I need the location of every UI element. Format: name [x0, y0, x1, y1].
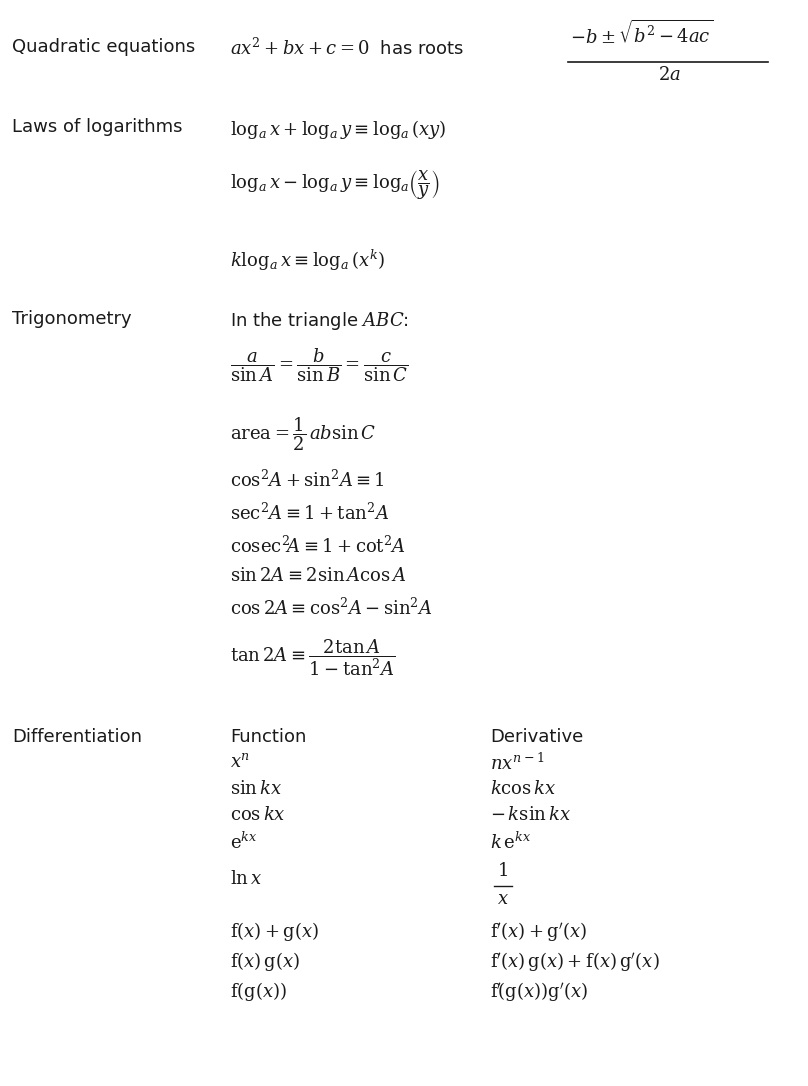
Text: $\mathrm{f}(x) + \mathrm{g}(x)$: $\mathrm{f}(x) + \mathrm{g}(x)$ [230, 920, 319, 943]
Text: $ax^2 + bx + c = 0\;$ has roots: $ax^2 + bx + c = 0\;$ has roots [230, 38, 464, 60]
Text: Derivative: Derivative [490, 728, 583, 746]
Text: $k\,\mathrm{e}^{kx}$: $k\,\mathrm{e}^{kx}$ [490, 832, 531, 854]
Text: Quadratic equations: Quadratic equations [12, 38, 196, 56]
Text: $\mathrm{f}(\mathrm{g}(x))$: $\mathrm{f}(\mathrm{g}(x))$ [230, 980, 287, 1003]
Text: $\log_a x - \log_a y \equiv \log_a \!\left(\dfrac{x}{y}\right)$: $\log_a x - \log_a y \equiv \log_a \!\le… [230, 168, 440, 202]
Text: $-\,k\sin kx$: $-\,k\sin kx$ [490, 806, 571, 824]
Text: In the triangle $\mathit{ABC}$:: In the triangle $\mathit{ABC}$: [230, 310, 409, 332]
Text: $\mathrm{f}(x)\,\mathrm{g}(x)$: $\mathrm{f}(x)\,\mathrm{g}(x)$ [230, 950, 300, 973]
Text: $\sec^2\!A \equiv 1 + \tan^2\!A$: $\sec^2\!A \equiv 1 + \tan^2\!A$ [230, 503, 389, 525]
Text: $\log_a x + \log_a y \equiv \log_a (xy)$: $\log_a x + \log_a y \equiv \log_a (xy)$ [230, 118, 447, 141]
Text: $1$: $1$ [497, 862, 508, 880]
Text: $\mathrm{area} = \dfrac{1}{2}\, ab \sin C$: $\mathrm{area} = \dfrac{1}{2}\, ab \sin … [230, 415, 377, 453]
Text: $\mathrm{f}'\!\left(\mathrm{g}(x)\right)\mathrm{g}'(x)$: $\mathrm{f}'\!\left(\mathrm{g}(x)\right)… [490, 980, 588, 1003]
Text: $\mathrm{cosec}^2\!A \equiv 1 + \cot^2\!A$: $\mathrm{cosec}^2\!A \equiv 1 + \cot^2\!… [230, 536, 406, 557]
Text: $2a$: $2a$ [658, 66, 681, 84]
Text: $\mathrm{f}'(x)\,\mathrm{g}(x) + \mathrm{f}(x)\,\mathrm{g}'(x)$: $\mathrm{f}'(x)\,\mathrm{g}(x) + \mathrm… [490, 950, 659, 973]
Text: $\sin 2A \equiv 2\sin A \cos A$: $\sin 2A \equiv 2\sin A \cos A$ [230, 567, 406, 585]
Text: $\cos kx$: $\cos kx$ [230, 806, 286, 824]
Text: $k\cos kx$: $k\cos kx$ [490, 780, 557, 798]
Text: Laws of logarithms: Laws of logarithms [12, 118, 183, 136]
Text: $x^n$: $x^n$ [230, 753, 250, 771]
Text: Function: Function [230, 728, 306, 746]
Text: $\sin kx$: $\sin kx$ [230, 780, 282, 798]
Text: $\mathrm{f}'(x) + \mathrm{g}'(x)$: $\mathrm{f}'(x) + \mathrm{g}'(x)$ [490, 920, 587, 943]
Text: $\ln x$: $\ln x$ [230, 870, 262, 888]
Text: $k\log_a x \equiv \log_a \left(x^k\right)$: $k\log_a x \equiv \log_a \left(x^k\right… [230, 248, 385, 274]
Text: $\cos^2\!A + \sin^2\!A \equiv 1$: $\cos^2\!A + \sin^2\!A \equiv 1$ [230, 470, 385, 491]
Text: $nx^{n-1}$: $nx^{n-1}$ [490, 753, 545, 774]
Text: $-b \pm \sqrt{b^2 - 4ac}$: $-b \pm \sqrt{b^2 - 4ac}$ [570, 20, 713, 48]
Text: $\cos 2A \equiv \cos^2\!A - \sin^2\!A$: $\cos 2A \equiv \cos^2\!A - \sin^2\!A$ [230, 598, 432, 619]
Text: $x$: $x$ [497, 891, 509, 908]
Text: $\mathrm{e}^{kx}$: $\mathrm{e}^{kx}$ [230, 832, 258, 854]
Text: Trigonometry: Trigonometry [12, 310, 132, 328]
Text: $\dfrac{a}{\sin A} = \dfrac{b}{\sin B} = \dfrac{c}{\sin C}$: $\dfrac{a}{\sin A} = \dfrac{b}{\sin B} =… [230, 346, 409, 383]
Text: Differentiation: Differentiation [12, 728, 142, 746]
Text: $\tan 2A \equiv \dfrac{2\tan A}{1 - \tan^2\!A}$: $\tan 2A \equiv \dfrac{2\tan A}{1 - \tan… [230, 637, 395, 679]
